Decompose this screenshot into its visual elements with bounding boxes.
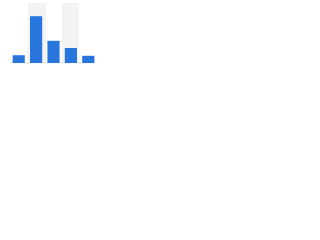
bar [12,55,25,63]
chart [10,3,97,64]
bar [64,48,77,63]
bar [82,55,95,63]
bar [47,40,60,63]
bar [30,16,43,63]
